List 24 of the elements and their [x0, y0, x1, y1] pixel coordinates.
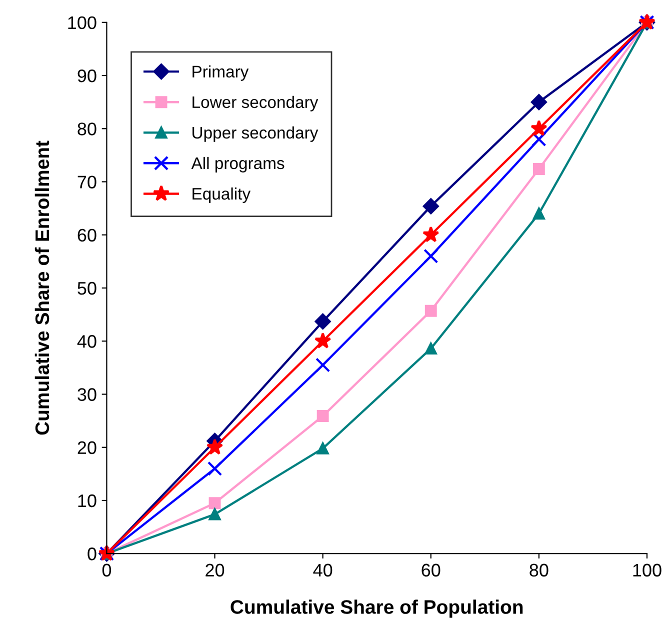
y-tick-label: 20 — [78, 441, 96, 454]
y-tick-label: 90 — [78, 69, 96, 82]
y-tick-label: 0 — [88, 548, 96, 560]
legend-label: Lower secondary — [192, 96, 318, 112]
legend-label: Upper secondary — [192, 126, 318, 142]
x-tick-label: 80 — [530, 564, 548, 577]
y-tick-label: 70 — [78, 176, 96, 188]
y-tick-label: 40 — [77, 335, 96, 348]
x-tick-label: 0 — [102, 564, 112, 577]
y-tick-label: 50 — [78, 282, 96, 295]
x-tick-label: 20 — [206, 564, 224, 577]
x-axis-title: Cumulative Share of Population — [230, 600, 523, 618]
y-axis-title: Cumulative Share of Enrollment — [34, 140, 50, 435]
x-tick-label: 60 — [422, 564, 440, 577]
x-tick-label: 40 — [313, 564, 332, 577]
y-tick-label: 100 — [68, 16, 96, 30]
legend-label: Equality — [192, 187, 251, 203]
legend-label: All programs — [191, 156, 284, 172]
y-tick-label: 30 — [78, 388, 96, 401]
legend-label: Primary — [192, 65, 249, 81]
y-tick-label: 80 — [78, 122, 96, 136]
y-tick-label: 10 — [78, 494, 96, 508]
y-tick-label: 60 — [78, 228, 96, 242]
x-tick-label: 100 — [633, 564, 662, 577]
